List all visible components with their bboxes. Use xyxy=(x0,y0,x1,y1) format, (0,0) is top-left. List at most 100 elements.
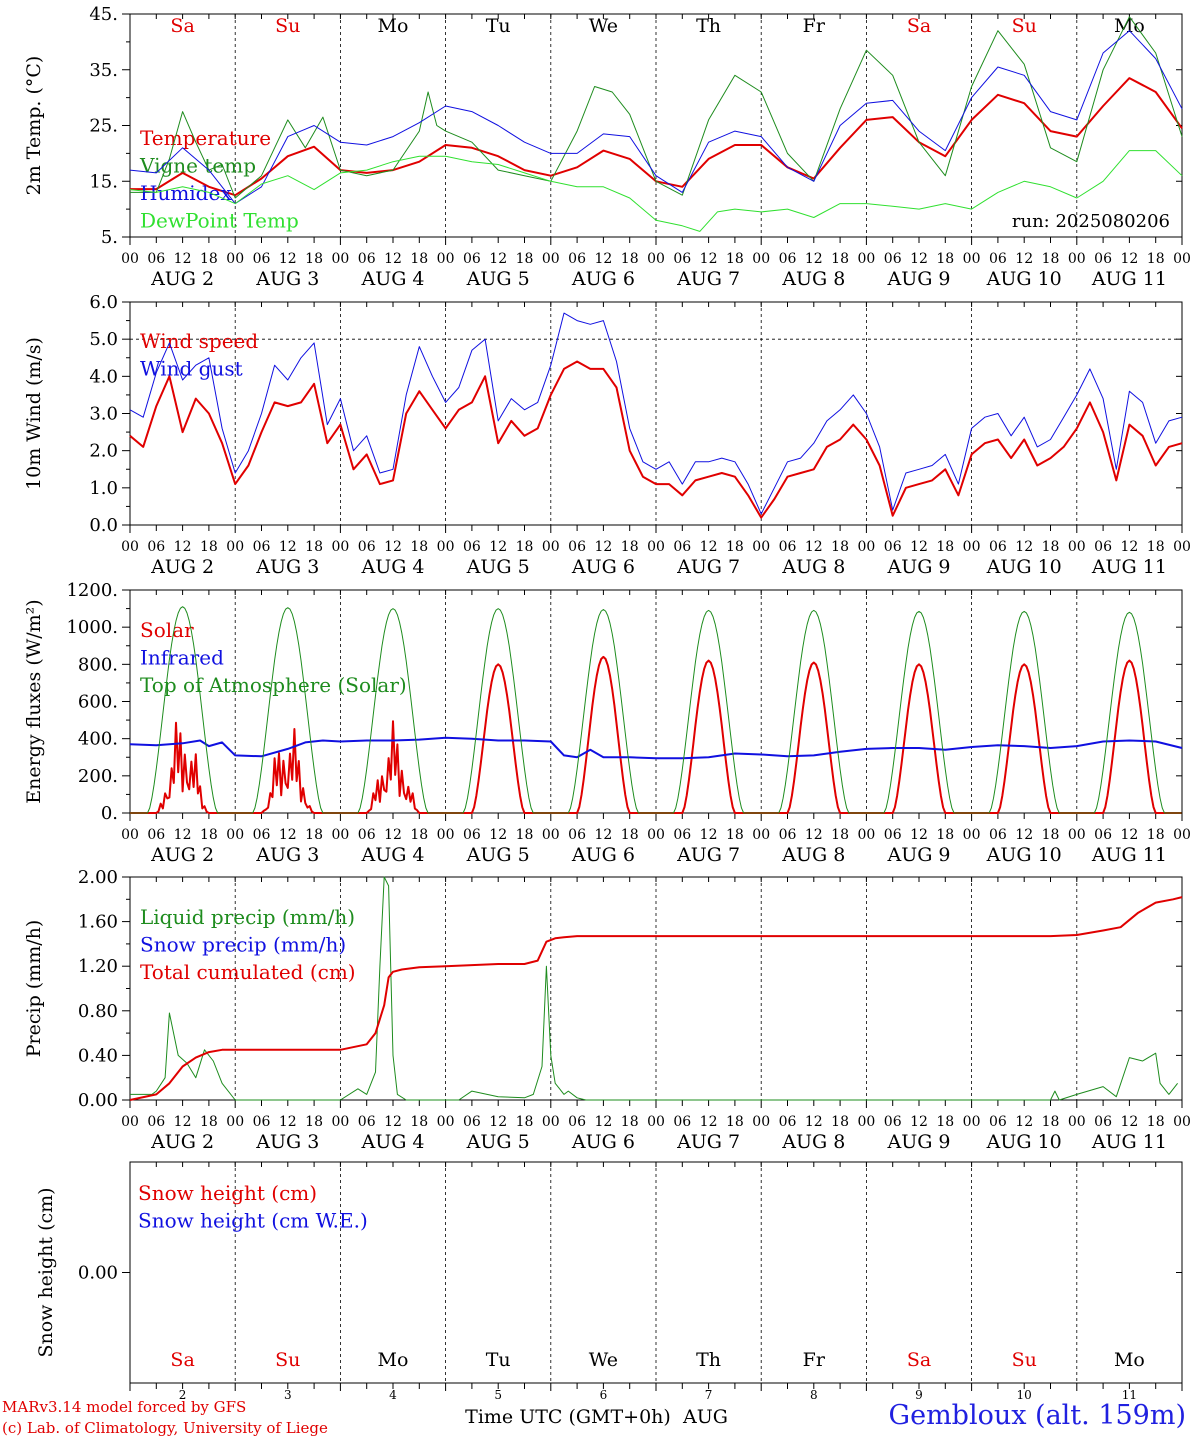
hour-tick-label: 12 xyxy=(279,251,297,267)
date-label: AUG 2 xyxy=(150,844,214,866)
date-label: AUG 11 xyxy=(1091,844,1167,866)
y-axis-title: 2m Temp. (°C) xyxy=(23,56,45,196)
date-label: AUG 11 xyxy=(1091,1131,1167,1153)
y-tick-label: 45. xyxy=(89,4,118,25)
hour-tick-label: 12 xyxy=(489,1114,507,1130)
y-tick-label: 15. xyxy=(89,171,118,192)
date-label: AUG 10 xyxy=(986,844,1062,866)
date-label: AUG 8 xyxy=(781,556,845,578)
hour-tick-label: 06 xyxy=(253,1114,271,1130)
y-tick-label: 1000. xyxy=(66,617,118,638)
legend-entry: Snow height (cm) xyxy=(138,1181,317,1205)
weekday-label: Th xyxy=(696,15,721,37)
hour-tick-label: 18 xyxy=(1042,251,1060,267)
y-tick-label: 3.0 xyxy=(89,404,118,425)
hour-tick-label: 06 xyxy=(253,827,271,843)
weekday-label: Su xyxy=(275,15,300,37)
y-tick-label: 25. xyxy=(89,116,118,137)
hour-tick-label: 00 xyxy=(1068,827,1086,843)
hour-tick-label: 12 xyxy=(384,827,402,843)
hour-tick-label: 06 xyxy=(1094,251,1112,267)
hour-tick-label: 00 xyxy=(1173,827,1191,843)
hour-tick-label: 18 xyxy=(305,827,323,843)
hour-tick-label: 12 xyxy=(1120,539,1138,555)
series-temp-3 xyxy=(129,150,1183,232)
hour-tick-label: 18 xyxy=(305,251,323,267)
date-label: AUG 6 xyxy=(571,1131,635,1153)
hour-tick-label: 12 xyxy=(700,1114,718,1130)
hour-tick-label: 12 xyxy=(384,1114,402,1130)
hour-tick-label: 00 xyxy=(437,539,455,555)
weekday-label: Tu xyxy=(486,1349,511,1371)
hour-tick-label: 00 xyxy=(1068,1114,1086,1130)
hour-tick-label: 00 xyxy=(1173,539,1191,555)
hour-tick-label: 12 xyxy=(1015,1114,1033,1130)
hour-tick-label: 18 xyxy=(936,251,954,267)
hour-tick-label: 18 xyxy=(200,251,218,267)
hour-tick-label: 00 xyxy=(647,539,665,555)
hour-tick-label: 18 xyxy=(200,827,218,843)
y-tick-label: 0.80 xyxy=(78,1001,118,1022)
hour-tick-label: 00 xyxy=(857,539,875,555)
hour-tick-label: 06 xyxy=(779,827,797,843)
hour-tick-label: 12 xyxy=(279,539,297,555)
hour-tick-label: 00 xyxy=(437,1114,455,1130)
weekday-label: Fr xyxy=(803,1349,826,1371)
legend-entry: Liquid precip (mm/h) xyxy=(140,905,355,929)
hour-tick-label: 06 xyxy=(884,827,902,843)
legend-entry: Vigne temp xyxy=(139,154,256,178)
date-label: AUG 7 xyxy=(676,556,740,578)
y-axis-title: 10m Wind (m/s) xyxy=(23,337,45,490)
hour-tick-label: 00 xyxy=(1068,539,1086,555)
x-axis-title: Time UTC (GMT+0h) xyxy=(465,1406,671,1428)
hour-tick-label: 06 xyxy=(673,251,691,267)
hour-tick-label: 06 xyxy=(568,251,586,267)
panel-wind: 0.0 1.0 2.0 3.0 4.0 5.0 6.0 10m Wind (m/s) 00 06 1… xyxy=(23,292,1191,578)
hour-tick-label: 18 xyxy=(305,1114,323,1130)
y-axis-title: Energy fluxes (W/m²) xyxy=(23,599,45,803)
hour-tick-label: 18 xyxy=(936,539,954,555)
hour-tick-label: 12 xyxy=(594,1114,612,1130)
hour-tick-label: 18 xyxy=(621,1114,639,1130)
y-tick-label: 0. xyxy=(101,803,118,824)
hour-tick-label: 18 xyxy=(410,1114,428,1130)
hour-tick-label: 18 xyxy=(831,827,849,843)
hour-tick-label: 00 xyxy=(857,827,875,843)
date-label: AUG 6 xyxy=(571,556,635,578)
hour-tick-label: 18 xyxy=(1042,1114,1060,1130)
hour-tick-label: 12 xyxy=(805,827,823,843)
date-label: AUG 2 xyxy=(150,556,214,578)
hour-tick-label: 00 xyxy=(226,251,244,267)
y-axis-title: Precip (mm/h) xyxy=(23,920,45,1058)
hour-tick-label: 06 xyxy=(253,539,271,555)
hour-tick-label: 12 xyxy=(910,1114,928,1130)
hour-tick-label: 18 xyxy=(936,1114,954,1130)
hour-tick-label: 06 xyxy=(463,827,481,843)
day-number-label: 2 xyxy=(179,1388,187,1402)
date-label: AUG 8 xyxy=(781,844,845,866)
hour-tick-label: 06 xyxy=(358,539,376,555)
hour-tick-label: 00 xyxy=(647,827,665,843)
weekday-label: Su xyxy=(1012,1349,1037,1371)
hour-tick-label: 06 xyxy=(989,251,1007,267)
hour-tick-label: 06 xyxy=(463,1114,481,1130)
hour-tick-label: 12 xyxy=(1120,827,1138,843)
weekday-label: Mo xyxy=(378,15,409,37)
hour-tick-label: 00 xyxy=(121,827,139,843)
y-tick-label: 800. xyxy=(78,654,118,675)
hour-tick-label: 18 xyxy=(831,539,849,555)
date-label: AUG 5 xyxy=(466,268,530,290)
hour-tick-label: 12 xyxy=(594,539,612,555)
date-label: AUG 3 xyxy=(255,1131,319,1153)
hour-tick-label: 00 xyxy=(331,1114,349,1130)
date-label: AUG 7 xyxy=(676,1131,740,1153)
hour-tick-label: 18 xyxy=(410,251,428,267)
hour-tick-label: 18 xyxy=(305,539,323,555)
date-label: AUG 8 xyxy=(781,1131,845,1153)
hour-tick-label: 00 xyxy=(752,827,770,843)
hour-tick-label: 06 xyxy=(358,827,376,843)
day-number-label: 6 xyxy=(600,1388,608,1402)
hour-tick-label: 18 xyxy=(516,1114,534,1130)
hour-tick-label: 06 xyxy=(989,1114,1007,1130)
y-tick-label: 1.0 xyxy=(89,478,118,499)
